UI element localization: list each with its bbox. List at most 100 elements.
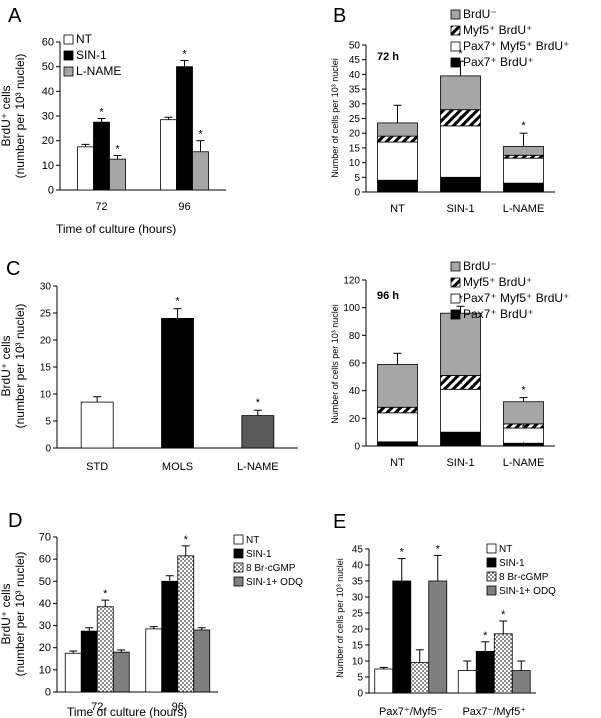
y-tick-label: 35 bbox=[352, 577, 364, 588]
x-tick-label: L-NAME bbox=[503, 457, 545, 469]
legend-entry: 8 Br-cGMP bbox=[499, 572, 549, 583]
bar bbox=[241, 415, 275, 449]
bar bbox=[177, 555, 195, 693]
bar bbox=[96, 606, 114, 693]
y-tick-label: 60 bbox=[42, 37, 54, 49]
significance-star: * bbox=[400, 547, 405, 559]
bar-segment bbox=[377, 135, 418, 143]
y-tick-label: 30 bbox=[352, 593, 364, 604]
time-annotation: 96 h bbox=[377, 290, 399, 302]
y-tick-label: 20 bbox=[42, 135, 54, 147]
bar bbox=[77, 146, 94, 191]
significance-star: * bbox=[182, 49, 187, 61]
bar bbox=[392, 580, 412, 694]
x-axis-label: Time of culture (hours) bbox=[56, 222, 176, 236]
x-tick-label: 72 bbox=[95, 201, 107, 213]
x-tick-label: MOLS bbox=[162, 461, 193, 473]
legend-entry: Pax7⁺ Myf5⁺ BrdU⁺ bbox=[463, 39, 569, 53]
bar bbox=[374, 668, 394, 694]
bar bbox=[161, 317, 194, 449]
legend-swatch bbox=[486, 585, 497, 596]
legend-entry: NT bbox=[499, 544, 512, 555]
panel-letter: D bbox=[8, 510, 22, 532]
y-tick-label: 80 bbox=[349, 331, 361, 342]
y-tick-label: 60 bbox=[39, 554, 51, 566]
legend-swatch bbox=[486, 571, 497, 582]
y-tick-label: 40 bbox=[349, 70, 361, 81]
bar bbox=[493, 633, 513, 694]
y-tick-label: 45 bbox=[352, 545, 364, 556]
legend-entry: SIN-1 bbox=[246, 549, 272, 560]
significance-star: * bbox=[521, 441, 526, 453]
y-tick-label: 120 bbox=[343, 276, 360, 287]
y-tick-label: 25 bbox=[40, 309, 52, 320]
panel-letter: B bbox=[333, 5, 346, 27]
legend: NT SIN-1 8 Br-cGMP SIN-1+ ODQ bbox=[486, 543, 556, 597]
y-axis-label: Number of cells per 10³ nuclei bbox=[330, 58, 340, 178]
y-tick-label: 20 bbox=[352, 625, 364, 636]
legend-entry: Myf5⁺ BrdU⁺ bbox=[463, 23, 532, 37]
y-tick-label: 15 bbox=[349, 143, 361, 154]
bar bbox=[161, 580, 179, 693]
y-axis-label: Number of cells per 10³ nuclei bbox=[330, 304, 340, 424]
significance-star: * bbox=[521, 385, 526, 397]
panel-1-chart: 0 5 10 15 20 25 30 35 40 45 50 NT * * SIN-1 * L-NAME 72 h… bbox=[330, 7, 569, 215]
y-tick-label: 20 bbox=[349, 129, 361, 140]
legend-entry: SIN-1+ ODQ bbox=[246, 577, 303, 588]
panel-letter: A bbox=[8, 5, 22, 27]
legend: BrdU⁻ Myf5⁺ BrdU⁺ Pax7⁺ Myf5⁺ BrdU⁺ Pax7⁺ B… bbox=[450, 7, 569, 69]
y-tick-label: 100 bbox=[343, 303, 360, 314]
significance-star: * bbox=[256, 397, 261, 409]
bar bbox=[176, 66, 193, 191]
y-tick-label: 25 bbox=[352, 609, 364, 620]
legend-swatch bbox=[450, 261, 461, 272]
bar bbox=[410, 662, 430, 694]
x-tick-label: Pax7⁺/Myf5⁻ bbox=[379, 706, 443, 718]
significance-star: * bbox=[458, 114, 463, 126]
significance-star: * bbox=[501, 609, 506, 621]
x-tick-label: SIN-1 bbox=[446, 457, 474, 469]
y-tick-label: 10 bbox=[39, 664, 51, 676]
panel-3-chart: 0 20 40 60 80 100 120 NT * * * SIN-1 * * * L-NAME 96 h Nu… bbox=[330, 259, 569, 469]
y-tick-label: 40 bbox=[42, 86, 54, 98]
bar bbox=[112, 651, 130, 693]
x-tick-label: L-NAME bbox=[237, 461, 279, 473]
bar-segment bbox=[377, 122, 418, 137]
bar bbox=[475, 651, 495, 694]
bar bbox=[80, 401, 114, 449]
y-tick-label: 50 bbox=[349, 41, 361, 52]
y-tick-label: 20 bbox=[39, 642, 51, 654]
legend-entry: NT bbox=[76, 32, 93, 46]
x-tick-label: 96 bbox=[178, 201, 190, 213]
bar bbox=[192, 151, 209, 191]
y-tick-label: 5 bbox=[45, 417, 51, 428]
legend-swatch bbox=[450, 309, 461, 320]
bar-segment bbox=[503, 182, 544, 193]
panel-letter: E bbox=[333, 511, 346, 533]
panel-5-chart: 0 5 10 15 20 25 30 35 40 45 * * Pax7⁺/Myf5⁻ * * Pax7⁻/M… bbox=[335, 543, 556, 718]
legend-swatch bbox=[63, 34, 74, 45]
y-tick-label: 45 bbox=[349, 55, 361, 66]
legend-entry: BrdU⁻ bbox=[463, 259, 497, 273]
legend-swatch bbox=[63, 50, 74, 61]
x-tick-label: NT bbox=[390, 203, 405, 215]
x-tick-label: SIN-1 bbox=[446, 203, 474, 215]
y-tick-label: 40 bbox=[39, 598, 51, 610]
legend-entry: Pax7⁺ Myf5⁺ BrdU⁺ bbox=[463, 291, 569, 305]
significance-star: * bbox=[458, 378, 463, 390]
y-tick-label: 0 bbox=[45, 687, 51, 699]
y-tick-label: 10 bbox=[352, 657, 364, 668]
bar bbox=[109, 158, 126, 191]
y-axis-label: BrdU⁺ cells bbox=[0, 583, 13, 644]
bar-segment bbox=[377, 363, 418, 408]
axes: 0 10 20 30 40 50 60 bbox=[42, 37, 226, 197]
bar-segment bbox=[440, 312, 481, 376]
bar-segment bbox=[503, 157, 544, 184]
panel-letter: C bbox=[6, 258, 20, 280]
legend-entry: SIN-1+ ODQ bbox=[499, 586, 556, 597]
legend: BrdU⁻ Myf5⁺ BrdU⁺ Pax7⁺ Myf5⁺ BrdU⁺ Pax7⁺ B… bbox=[450, 259, 569, 321]
bar bbox=[193, 629, 211, 693]
bar-segment bbox=[503, 146, 544, 156]
bar bbox=[64, 652, 82, 693]
